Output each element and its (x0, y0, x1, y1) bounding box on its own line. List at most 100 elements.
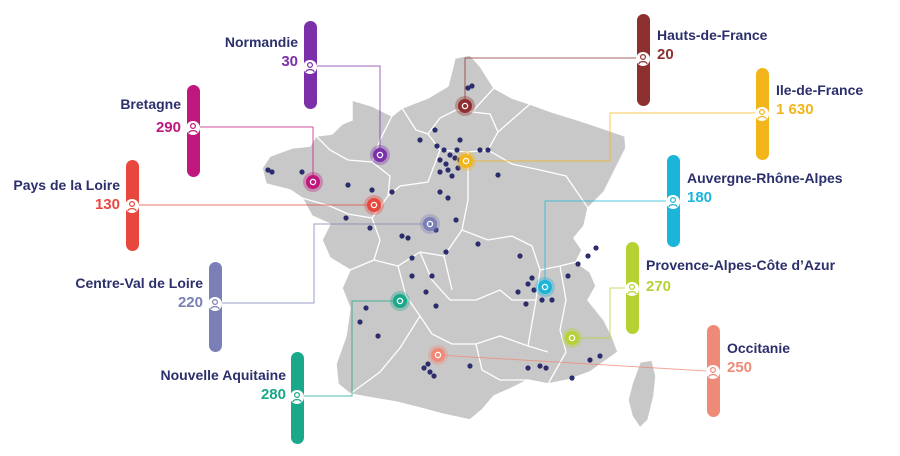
site-dot (437, 189, 443, 195)
person-icon-auvergne-rhone-alpes (666, 195, 680, 209)
site-dot (432, 127, 438, 133)
region-value-auvergne-rhone-alpes: 180 (687, 189, 713, 206)
region-name-hauts-de-france: Hauts-de-France (657, 27, 768, 43)
region-name-nouvelle-aquitaine: Nouvelle Aquitaine (160, 367, 286, 383)
person-icon-normandie (303, 60, 317, 74)
site-dot (409, 255, 415, 261)
region-name-ile-de-france: Ile-de-France (776, 82, 864, 98)
person-icon-ile-de-france (755, 107, 769, 121)
marker-nouvelle-aquitaine (390, 291, 410, 311)
site-dot (569, 375, 575, 381)
person-icon-nouvelle-aquitaine (290, 390, 304, 404)
site-dot (457, 137, 463, 143)
region-markers (303, 96, 582, 365)
site-dot (597, 353, 603, 359)
connector-nouvelle-aquitaine (304, 300, 400, 397)
region-name-provence-alpes-cote-d-azur: Provence-Alpes-Côte d’Azur (646, 257, 836, 273)
region-value-hauts-de-france: 20 (657, 46, 674, 63)
marker-provence-alpes-cote-d-azur (562, 328, 582, 348)
site-dot (452, 155, 458, 161)
site-dot (453, 217, 459, 223)
person-icon-pays-de-la-loire (125, 199, 139, 213)
site-dot (375, 333, 381, 339)
marker-pays-de-la-loire (364, 195, 384, 215)
site-dot (269, 169, 275, 175)
site-dot (441, 147, 447, 153)
corsica-shape (627, 359, 657, 430)
site-dot (449, 173, 455, 179)
site-dot (485, 147, 491, 153)
site-dot (467, 363, 473, 369)
connector-auvergne-rhone-alpes (544, 200, 667, 287)
site-dot (465, 85, 471, 91)
site-dot (543, 365, 549, 371)
region-value-pays-de-la-loire: 130 (94, 196, 120, 213)
region-value-occitanie: 250 (727, 359, 753, 376)
site-dot (565, 273, 571, 279)
region-value-centre-val-de-loire: 220 (177, 294, 203, 311)
site-dot (593, 245, 599, 251)
site-dot (343, 215, 349, 221)
site-dot (299, 169, 305, 175)
person-icon-centre-val-de-loire (208, 297, 222, 311)
marker-ile-de-france (456, 151, 476, 171)
site-dot (585, 253, 591, 259)
site-dot (265, 167, 271, 173)
site-dot (523, 301, 529, 307)
site-dot (537, 363, 543, 369)
site-dot (345, 182, 351, 188)
region-name-centre-val-de-loire: Centre-Val de Loire (75, 275, 203, 291)
site-dots (265, 83, 603, 381)
site-dot (389, 189, 395, 195)
site-dot (429, 273, 435, 279)
region-value-provence-alpes-cote-d-azur: 270 (646, 278, 672, 295)
region-name-auvergne-rhone-alpes: Auvergne-Rhône-Alpes (687, 170, 843, 186)
region-value-nouvelle-aquitaine: 280 (260, 386, 286, 403)
site-dot (445, 195, 451, 201)
site-dot (425, 361, 431, 367)
site-dot (367, 225, 373, 231)
site-dot (495, 172, 501, 178)
region-value-bretagne: 290 (155, 119, 181, 136)
site-dot (447, 152, 453, 158)
site-dot (529, 275, 535, 281)
marker-normandie (370, 145, 390, 165)
site-dot (369, 187, 375, 193)
site-dot (475, 241, 481, 247)
connector-centre-val-de-loire (222, 223, 430, 304)
site-dot (445, 167, 451, 173)
site-dot (437, 169, 443, 175)
site-dot (437, 157, 443, 163)
connector-bretagne (200, 126, 314, 182)
person-icon-hauts-de-france (636, 52, 650, 66)
site-dot (443, 161, 449, 167)
marker-auvergne-rhone-alpes (535, 277, 555, 297)
site-dot (421, 365, 427, 371)
site-dot (549, 297, 555, 303)
site-dot (417, 137, 423, 143)
site-dot (515, 289, 521, 295)
site-dot (363, 305, 369, 311)
site-dot (455, 165, 461, 171)
site-dot (575, 261, 581, 267)
site-dot (477, 147, 483, 153)
site-dot (423, 289, 429, 295)
connector-ile-de-france (466, 112, 756, 162)
site-dot (405, 235, 411, 241)
connector-normandie (317, 65, 381, 155)
site-dot (587, 357, 593, 363)
site-dot (434, 143, 440, 149)
connector-hauts-de-france (464, 57, 637, 106)
site-dot (443, 249, 449, 255)
region-borders (301, 87, 589, 395)
site-dot (525, 281, 531, 287)
marker-centre-val-de-loire (420, 214, 440, 234)
site-dot (517, 253, 523, 259)
site-dot (431, 373, 437, 379)
person-icon-provence-alpes-cote-d-azur (625, 282, 639, 296)
region-name-pays-de-la-loire: Pays de la Loire (13, 177, 120, 193)
marker-bretagne (303, 172, 323, 192)
person-icon-bretagne (186, 121, 200, 135)
